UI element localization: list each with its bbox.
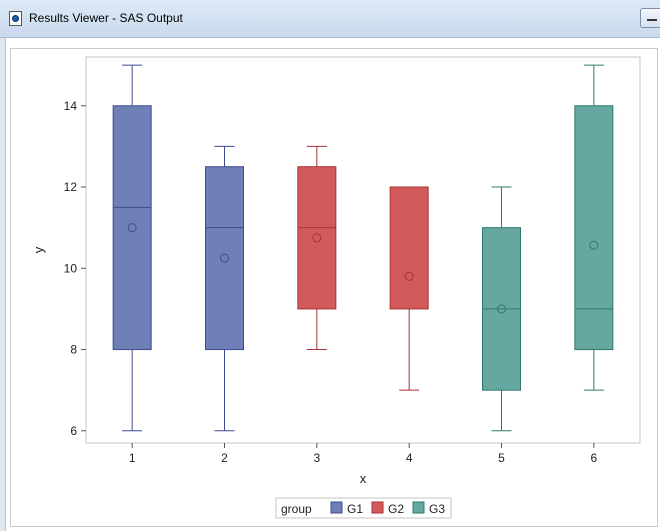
legend-swatch-g2 [371, 501, 384, 514]
iqr-box [389, 186, 429, 310]
legend-swatch-g3 [412, 501, 425, 514]
minimize-icon [647, 19, 657, 21]
window-titlebar: Results Viewer - SAS Output [0, 0, 660, 38]
y-tick-label: 6 [70, 424, 77, 438]
legend-swatch-g1 [330, 501, 343, 514]
window-title: Results Viewer - SAS Output [29, 11, 183, 25]
y-axis: 6 8 10 12 14 [64, 99, 86, 438]
sas-app-icon [9, 11, 22, 26]
mean-marker [220, 253, 229, 263]
iqr-box [574, 105, 614, 351]
graph-container [10, 48, 658, 527]
mean-marker [312, 233, 322, 243]
y-tick-label: 12 [64, 180, 78, 194]
legend-frame [275, 497, 452, 519]
x-tick-label: 3 [313, 451, 320, 465]
legend-label-g1: G1 [347, 502, 363, 516]
x-tick-label: 4 [406, 451, 413, 465]
box-2 [205, 145, 244, 432]
x-tick-label: 2 [221, 451, 228, 465]
legend-label-g3: G3 [429, 502, 445, 516]
box-3 [297, 145, 337, 351]
iqr-box [297, 166, 337, 310]
mean-marker [127, 223, 137, 233]
window-left-border [0, 38, 6, 531]
mean-marker [404, 271, 414, 281]
legend-title: group [281, 502, 312, 516]
x-tick-label: 1 [129, 451, 136, 465]
iqr-box [112, 105, 152, 351]
y-tick-label: 8 [70, 343, 77, 357]
box-6 [574, 64, 614, 391]
mean-marker [589, 240, 599, 250]
legend-label-g2: G2 [388, 502, 404, 516]
x-axis: 1 2 3 4 5 6 [129, 443, 597, 465]
x-axis-label: x [360, 471, 367, 486]
plot-area [85, 56, 641, 444]
box-1 [112, 64, 152, 432]
box-series [112, 64, 614, 432]
y-tick-label: 10 [64, 261, 78, 275]
y-tick-label: 14 [64, 99, 78, 113]
box-4 [389, 186, 429, 391]
x-tick-label: 5 [498, 451, 505, 465]
iqr-box [205, 166, 244, 351]
minimize-button[interactable] [640, 8, 660, 28]
box-5 [482, 186, 521, 432]
y-axis-label: y [31, 246, 46, 253]
x-tick-label: 6 [590, 451, 597, 465]
mean-marker [497, 304, 506, 314]
legend: group G1 G2 G3 [275, 497, 452, 519]
